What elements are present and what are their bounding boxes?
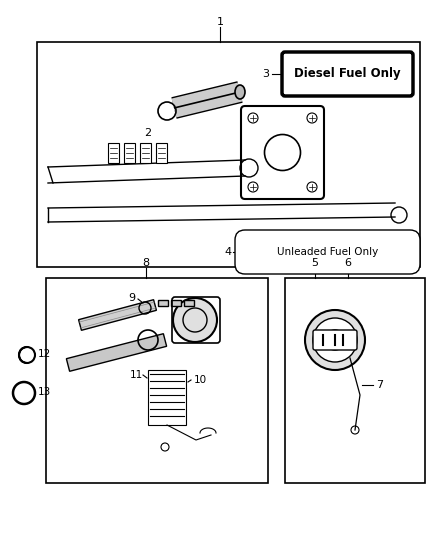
Text: Diesel Fuel Only: Diesel Fuel Only <box>294 68 401 80</box>
Text: 11: 11 <box>129 370 143 380</box>
Polygon shape <box>171 300 181 306</box>
Text: 3: 3 <box>262 69 269 79</box>
Circle shape <box>19 347 35 363</box>
Bar <box>140 143 151 163</box>
Text: 5: 5 <box>311 258 318 268</box>
Text: 6: 6 <box>345 258 352 268</box>
Circle shape <box>325 330 345 350</box>
Circle shape <box>313 318 357 362</box>
Text: 13: 13 <box>38 387 51 397</box>
FancyBboxPatch shape <box>235 230 420 274</box>
FancyBboxPatch shape <box>241 106 324 199</box>
Text: 1: 1 <box>216 17 223 27</box>
FancyBboxPatch shape <box>282 52 413 96</box>
Ellipse shape <box>235 85 245 99</box>
Bar <box>148 370 186 425</box>
Text: 10: 10 <box>194 375 207 385</box>
Polygon shape <box>67 334 166 372</box>
Circle shape <box>305 310 365 370</box>
Text: 9: 9 <box>128 293 136 303</box>
Circle shape <box>13 382 35 404</box>
Bar <box>285 278 425 483</box>
Polygon shape <box>78 300 156 330</box>
Polygon shape <box>158 300 168 306</box>
Bar <box>37 42 420 267</box>
FancyBboxPatch shape <box>313 330 357 350</box>
Text: 2: 2 <box>145 128 152 138</box>
Bar <box>46 278 268 483</box>
Text: 12: 12 <box>38 349 51 359</box>
Circle shape <box>173 298 217 342</box>
Text: 4: 4 <box>224 247 232 257</box>
Polygon shape <box>184 300 194 306</box>
Text: 8: 8 <box>142 258 149 268</box>
Text: Unleaded Fuel Only: Unleaded Fuel Only <box>277 247 378 257</box>
Text: 7: 7 <box>376 380 384 390</box>
Bar <box>124 143 135 163</box>
Bar <box>108 143 119 163</box>
Bar <box>156 143 167 163</box>
